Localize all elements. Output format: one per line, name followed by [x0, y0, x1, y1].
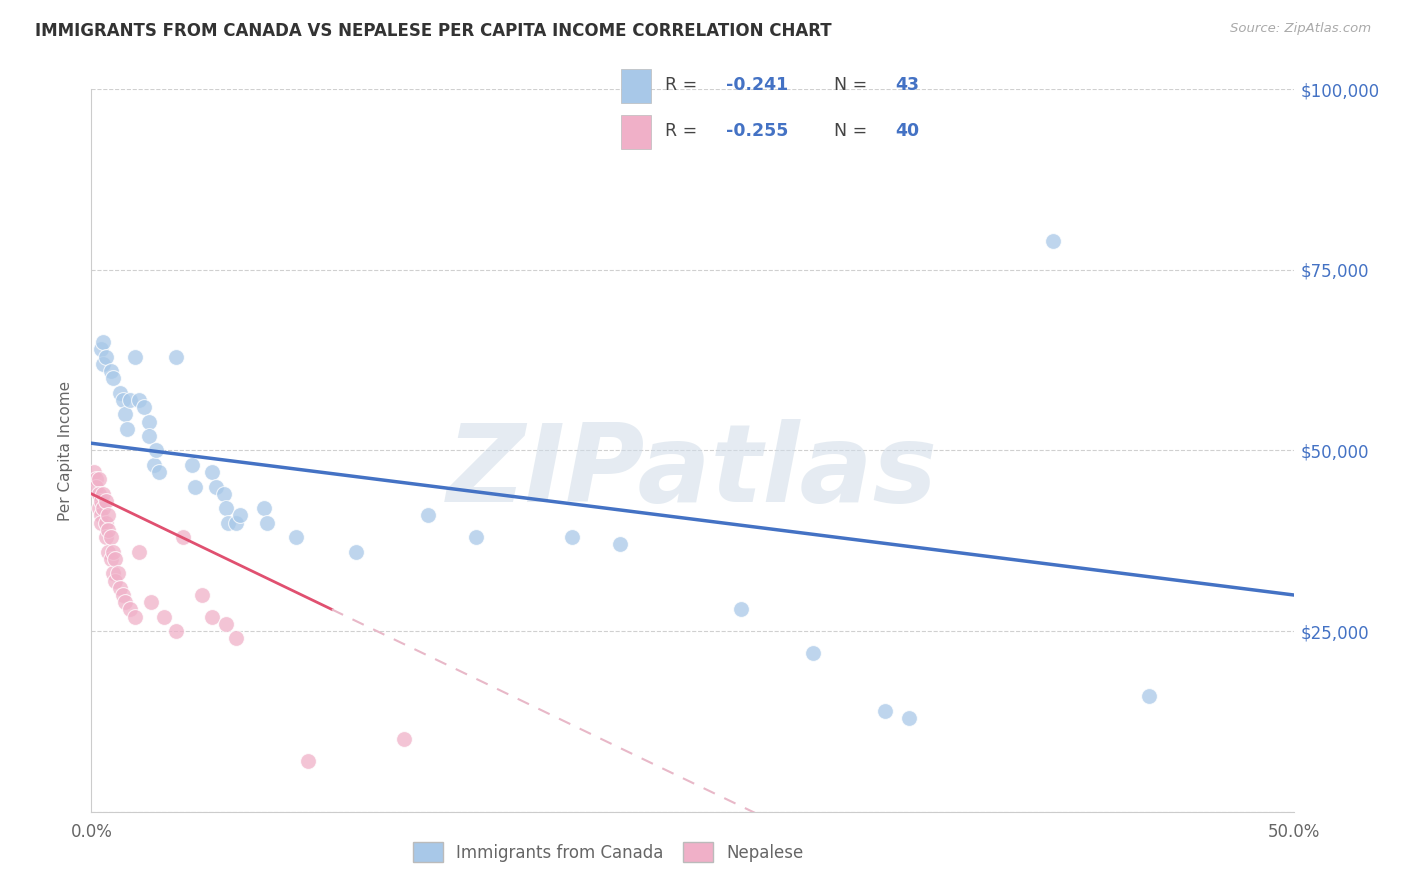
- Point: [104, 574, 127, 588]
- Point: [145, 443, 167, 458]
- Bar: [620, 115, 651, 149]
- Point: [256, 516, 278, 530]
- Point: [87, 472, 110, 486]
- Point: [94, 516, 117, 530]
- Point: [344, 544, 367, 558]
- Point: [107, 566, 129, 581]
- Point: [201, 609, 224, 624]
- Point: [101, 566, 124, 581]
- Point: [148, 465, 170, 479]
- Point: [94, 350, 117, 364]
- Point: [181, 458, 204, 472]
- Text: ZIPatlas: ZIPatlas: [447, 419, 938, 525]
- Point: [730, 602, 752, 616]
- Point: [229, 508, 252, 523]
- Point: [297, 754, 319, 768]
- Point: [138, 429, 160, 443]
- Point: [873, 704, 896, 718]
- Point: [90, 494, 112, 508]
- Point: [87, 501, 110, 516]
- Point: [561, 530, 583, 544]
- Point: [90, 343, 112, 357]
- Point: [104, 551, 127, 566]
- Point: [465, 530, 488, 544]
- Text: -0.241: -0.241: [727, 77, 789, 95]
- Point: [100, 551, 122, 566]
- Point: [94, 530, 117, 544]
- Point: [212, 487, 235, 501]
- Point: [90, 516, 112, 530]
- Point: [97, 544, 120, 558]
- Point: [609, 537, 631, 551]
- Bar: [620, 69, 651, 103]
- Point: [84, 479, 107, 493]
- Point: [225, 632, 247, 646]
- Text: N =: N =: [834, 77, 868, 95]
- Point: [205, 479, 228, 493]
- Point: [172, 530, 194, 544]
- Text: N =: N =: [834, 122, 868, 140]
- Point: [141, 595, 163, 609]
- Point: [93, 501, 115, 516]
- Text: 40: 40: [894, 122, 920, 140]
- Point: [97, 523, 120, 537]
- Point: [87, 487, 110, 501]
- Point: [897, 711, 920, 725]
- Point: [93, 334, 115, 349]
- Point: [215, 501, 238, 516]
- Point: [201, 465, 224, 479]
- Point: [284, 530, 307, 544]
- Text: Source: ZipAtlas.com: Source: ZipAtlas.com: [1230, 22, 1371, 36]
- Point: [217, 516, 239, 530]
- Point: [110, 581, 132, 595]
- Point: [138, 415, 160, 429]
- Point: [93, 357, 115, 371]
- Legend: Immigrants from Canada, Nepalese: Immigrants from Canada, Nepalese: [406, 836, 811, 869]
- Point: [142, 458, 165, 472]
- Point: [416, 508, 439, 523]
- Point: [110, 385, 132, 400]
- Point: [1137, 689, 1160, 703]
- Point: [124, 350, 146, 364]
- Point: [191, 588, 214, 602]
- Point: [117, 422, 139, 436]
- Point: [1042, 234, 1064, 248]
- Point: [128, 392, 150, 407]
- Point: [392, 732, 415, 747]
- Point: [101, 544, 124, 558]
- Point: [801, 646, 824, 660]
- Text: -0.255: -0.255: [727, 122, 789, 140]
- Point: [114, 407, 136, 421]
- Point: [111, 588, 134, 602]
- Point: [165, 624, 187, 638]
- Point: [225, 516, 247, 530]
- Text: 43: 43: [894, 77, 920, 95]
- Text: R =: R =: [665, 122, 697, 140]
- Point: [93, 487, 115, 501]
- Text: R =: R =: [665, 77, 697, 95]
- Point: [83, 465, 105, 479]
- Point: [215, 616, 238, 631]
- Point: [124, 609, 146, 624]
- Point: [118, 392, 141, 407]
- Point: [97, 508, 120, 523]
- Point: [134, 400, 156, 414]
- Point: [114, 595, 136, 609]
- Point: [165, 350, 187, 364]
- Point: [90, 508, 112, 523]
- Point: [253, 501, 276, 516]
- Point: [84, 472, 107, 486]
- Point: [94, 494, 117, 508]
- Point: [118, 602, 141, 616]
- Point: [101, 371, 124, 385]
- Point: [100, 530, 122, 544]
- Point: [152, 609, 174, 624]
- Text: IMMIGRANTS FROM CANADA VS NEPALESE PER CAPITA INCOME CORRELATION CHART: IMMIGRANTS FROM CANADA VS NEPALESE PER C…: [35, 22, 832, 40]
- Point: [111, 392, 134, 407]
- Y-axis label: Per Capita Income: Per Capita Income: [58, 380, 73, 521]
- Point: [128, 544, 150, 558]
- Point: [100, 364, 122, 378]
- Point: [184, 479, 207, 493]
